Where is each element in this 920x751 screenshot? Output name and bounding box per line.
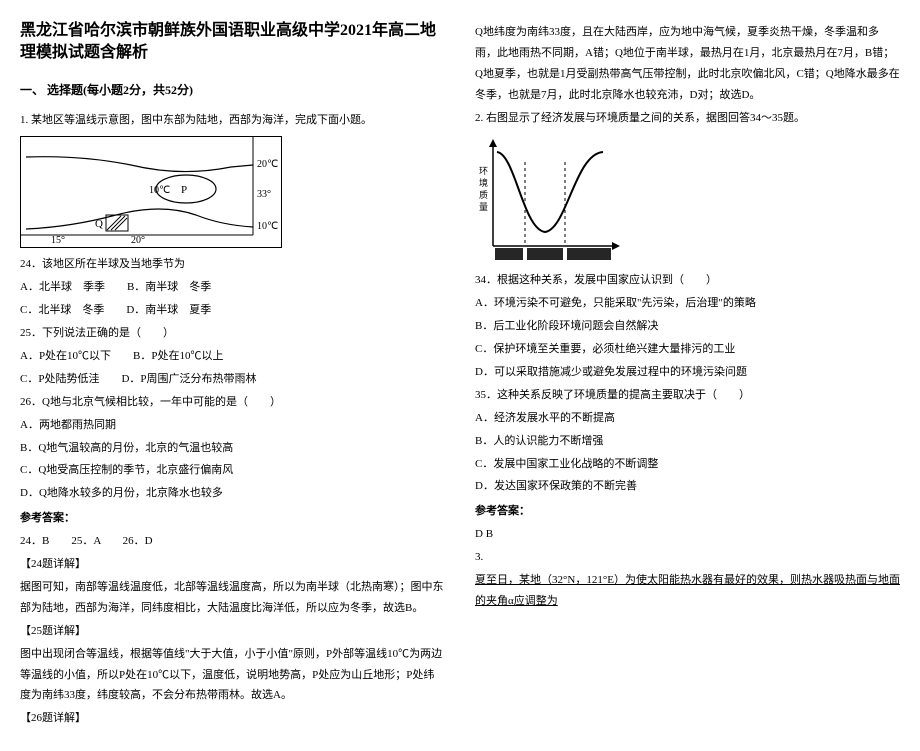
svg-text:15°: 15° bbox=[51, 235, 65, 246]
q26-a: A．两地都雨热同期 bbox=[20, 415, 445, 436]
isotherm-svg: P 10℃ Q 20℃ 33° 10℃ 15° 20° bbox=[21, 137, 281, 247]
ans2: D B bbox=[475, 524, 900, 545]
q34-b: B．后工业化阶段环境问题会自然解决 bbox=[475, 316, 900, 337]
q1-intro: 1. 某地区等温线示意图，图中东部为陆地，西部为海洋，完成下面小题。 bbox=[20, 110, 445, 131]
q26-b: B．Q地气温较高的月份，北京的气温也较高 bbox=[20, 438, 445, 459]
svg-text:P: P bbox=[181, 184, 187, 196]
q24-opts: A．北半球 季季 B．南半球 冬季 bbox=[20, 277, 445, 298]
q35-d: D．发达国家环保政策的不断完善 bbox=[475, 476, 900, 497]
svg-text:10℃: 10℃ bbox=[149, 185, 170, 196]
svg-text:10℃: 10℃ bbox=[257, 221, 278, 232]
svg-text:质: 质 bbox=[479, 189, 488, 200]
answer-label-1: 参考答案： bbox=[20, 508, 445, 529]
left-column: 黑龙江省哈尔滨市朝鲜族外国语职业高级中学2021年高二地理模拟试题含解析 一、 … bbox=[20, 20, 445, 731]
env-quality-chart: 环 境 质 量 bbox=[475, 134, 625, 264]
svg-text:Q: Q bbox=[95, 218, 103, 230]
q35: 35．这种关系反映了环境质量的提高主要取决于（ ） bbox=[475, 385, 900, 406]
exp24-body: 据图可知，南部等温线温度低，北部等温线温度高，所以为南半球（北热南寒）；图中东部… bbox=[20, 577, 445, 619]
q26-c: C．Q地受高压控制的季节，北京盛行偏南风 bbox=[20, 460, 445, 481]
svg-text:环: 环 bbox=[479, 166, 488, 176]
exam-title: 黑龙江省哈尔滨市朝鲜族外国语职业高级中学2021年高二地理模拟试题含解析 bbox=[20, 20, 445, 65]
q26: 26．Q地与北京气候相比较，一年中可能的是（ ） bbox=[20, 392, 445, 413]
answer-label-2: 参考答案： bbox=[475, 501, 900, 522]
q34-d: D．可以采取措施减少或避免发展过程中的环境污染问题 bbox=[475, 362, 900, 383]
q24: 24．该地区所在半球及当地季节为 bbox=[20, 254, 445, 275]
col2-p1: Q地纬度为南纬33度，且在大陆西岸，应为地中海气候，夏季炎热干燥，冬季温和多雨，… bbox=[475, 22, 900, 106]
q26-d: D．Q地降水较多的月份，北京降水也较多 bbox=[20, 483, 445, 504]
env-chart-svg: 环 境 质 量 bbox=[475, 134, 625, 264]
q24-opts2: C．北半球 冬季 D．南半球 夏季 bbox=[20, 300, 445, 321]
section-1-heading: 一、 选择题(每小题2分，共52分) bbox=[20, 79, 445, 102]
q35-c: C．发展中国家工业化战略的不断调整 bbox=[475, 454, 900, 475]
svg-text:量: 量 bbox=[479, 202, 488, 212]
svg-text:境: 境 bbox=[479, 177, 488, 188]
q25: 25．下列说法正确的是（ ） bbox=[20, 323, 445, 344]
q35-b: B．人的认识能力不断增强 bbox=[475, 431, 900, 452]
q3-label: 3. bbox=[475, 547, 900, 568]
svg-text:20°: 20° bbox=[131, 235, 145, 246]
q34-a: A．环境污染不可避免，只能采取"先污染，后治理"的策略 bbox=[475, 293, 900, 314]
q25-opts: A．P处在10℃以下 B．P处在10℃以上 bbox=[20, 346, 445, 367]
q35-a: A．经济发展水平的不断提高 bbox=[475, 408, 900, 429]
q2-intro: 2. 右图显示了经济发展与环境质量之间的关系，据图回答34～35题。 bbox=[475, 108, 900, 129]
svg-text:20℃: 20℃ bbox=[257, 159, 278, 170]
right-column: Q地纬度为南纬33度，且在大陆西岸，应为地中海气候，夏季炎热干燥，冬季温和多雨，… bbox=[475, 20, 900, 731]
isotherm-figure: P 10℃ Q 20℃ 33° 10℃ 15° 20° bbox=[20, 136, 282, 248]
exp24-head: 【24题详解】 bbox=[20, 554, 445, 575]
ans-2426: 24．B 25．A 26．D bbox=[20, 531, 445, 552]
exp25-body: 图中出现闭合等温线，根据等值线"大于大值，小于小值"原则，P外部等温线10℃为两… bbox=[20, 644, 445, 707]
exp25-head: 【25题详解】 bbox=[20, 621, 445, 642]
q34-c: C．保护环境至关重要，必须杜绝兴建大量排污的工业 bbox=[475, 339, 900, 360]
q3-body: 夏至日，某地（32°N，121°E）为使太阳能热水器有最好的效果，则热水器吸热面… bbox=[475, 570, 900, 612]
svg-text:33°: 33° bbox=[257, 189, 271, 200]
q25-opts2: C．P处陆势低洼 D．P周围广泛分布热带雨林 bbox=[20, 369, 445, 390]
exp26-head: 【26题详解】 bbox=[20, 708, 445, 729]
page-root: 黑龙江省哈尔滨市朝鲜族外国语职业高级中学2021年高二地理模拟试题含解析 一、 … bbox=[20, 20, 900, 731]
q34: 34．根据这种关系，发展中国家应认识到（ ） bbox=[475, 270, 900, 291]
